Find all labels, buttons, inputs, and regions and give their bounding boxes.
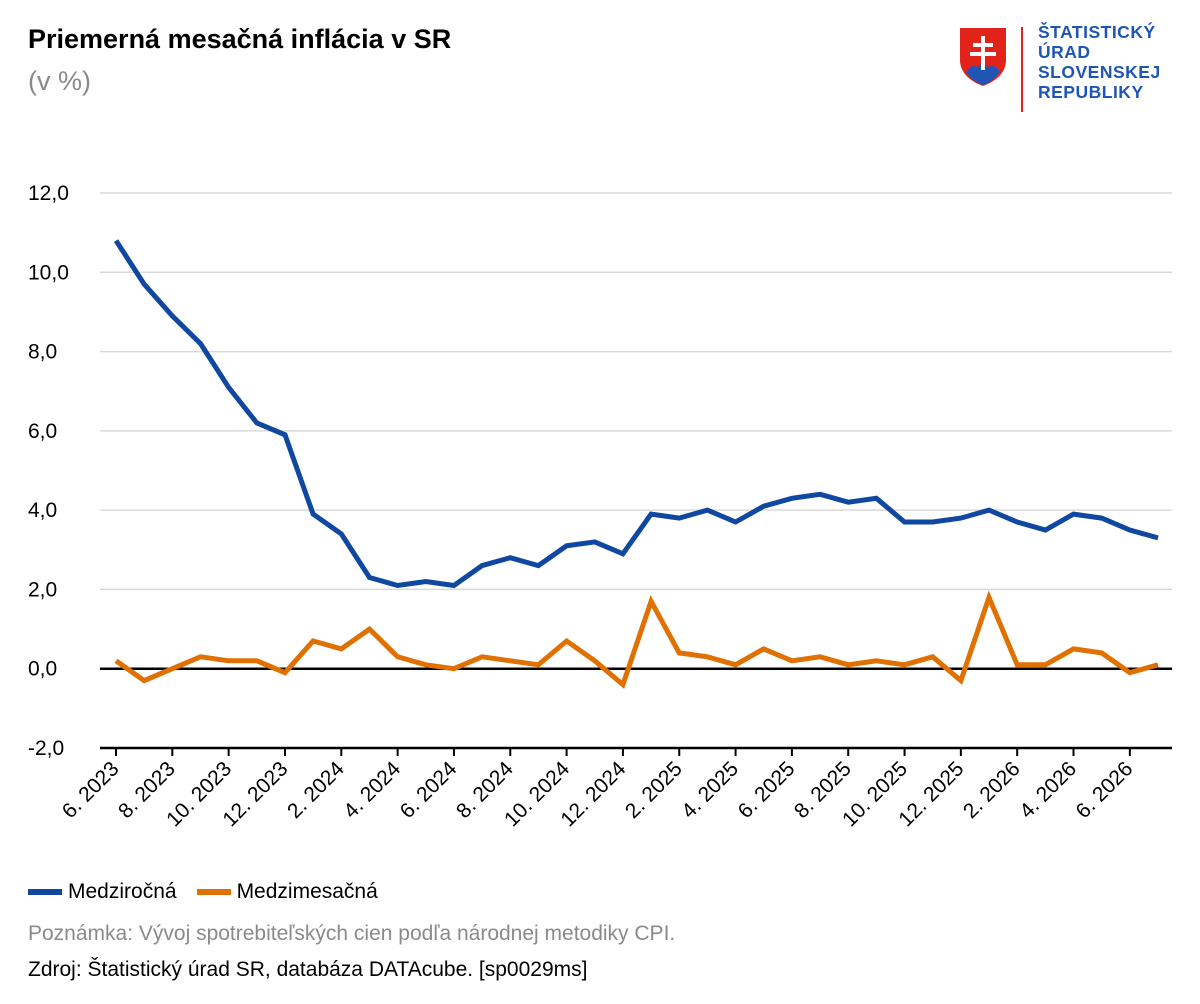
logo-divider <box>1021 27 1023 112</box>
chart-legend: Medziročná Medzimesačná <box>28 880 378 904</box>
y-tick-label: 6,0 <box>28 420 57 443</box>
x-tick-label: 6. 2024 <box>396 757 462 823</box>
chart-note: Poznámka: Vývoj spotrebiteľských cien po… <box>28 922 676 945</box>
slovak-coat-of-arms-icon <box>960 28 1006 86</box>
legend-swatch-medzimesacna <box>196 889 231 895</box>
series-line-medzimesacna <box>114 590 1159 689</box>
series-line-medzirocna <box>113 239 1159 589</box>
x-tick-label: 6. 2023 <box>58 757 124 823</box>
x-tick-label: 6. 2026 <box>1072 757 1138 823</box>
legend-item-medzirocna[interactable]: Medziročná <box>28 880 177 904</box>
y-tick-label: 0,0 <box>28 658 57 681</box>
x-tick-label: 2. 2026 <box>959 757 1025 823</box>
x-tick-label: 6. 2025 <box>734 757 800 823</box>
legend-label-medzimesacna: Medzimesačná <box>236 880 378 903</box>
chart-source: Zdroj: Štatistický úrad SR, databáza DAT… <box>28 958 588 981</box>
x-tick-label: 4. 2025 <box>677 757 743 823</box>
y-tick-label: 12,0 <box>28 182 69 205</box>
x-tick-label: 4. 2024 <box>339 757 405 823</box>
y-tick-label: 4,0 <box>28 499 57 522</box>
chart-subtitle: (v %) <box>28 66 91 96</box>
legend-swatch-medzirocna <box>28 889 62 895</box>
x-tick-label: 2. 2025 <box>621 757 687 823</box>
y-tick-label: 10,0 <box>28 261 69 284</box>
chart-title: Priemerná mesačná inflácia v SR <box>28 24 452 54</box>
y-tick-label: 8,0 <box>28 341 57 364</box>
x-tick-label: 4. 2026 <box>1015 757 1081 823</box>
y-tick-label: 2,0 <box>28 578 57 601</box>
y-tick-label: -2,0 <box>28 737 64 760</box>
legend-label-medzirocna: Medziročná <box>68 880 177 903</box>
statistical-office-logo[interactable]: ŠTATISTICKÝ ÚRAD SLOVENSKEJ REPUBLIKY <box>958 22 1178 114</box>
chart-series <box>113 239 1159 689</box>
logo-wordmark: ŠTATISTICKÝ ÚRAD SLOVENSKEJ REPUBLIKY <box>1038 22 1161 102</box>
y-axis-ticks: 12,0 10,0 8,0 6,0 4,0 2,0 0,0 -2,0 <box>28 182 69 760</box>
x-tick-label: 2. 2024 <box>283 757 349 823</box>
legend-item-medzimesacna[interactable]: Medzimesačná <box>196 880 378 904</box>
